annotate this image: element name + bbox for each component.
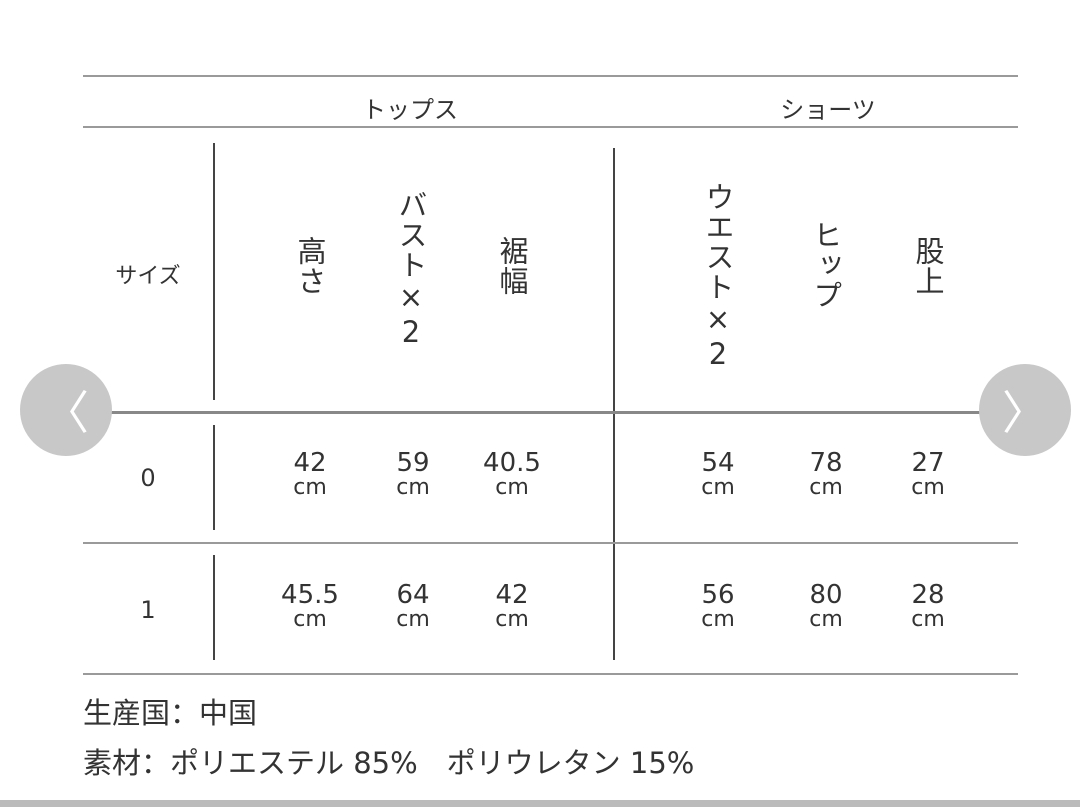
group-header-shorts: ショーツ [780,96,876,124]
cell-value: 59 [396,448,430,478]
cell-unit: cm [701,607,735,632]
material-text: 素材：ポリエステル 85% ポリウレタン 15% [83,746,695,780]
cell-unit: cm [396,607,430,632]
cell-unit: cm [911,475,945,500]
cell-unit: cm [809,475,843,500]
cell-value: 28 [911,580,945,610]
divider [83,673,1018,675]
table-cell: 28 cm [911,582,945,632]
table-cell: 54 cm [701,450,735,500]
row-size-label: 1 [140,596,156,624]
cell-value: 42 [293,448,327,478]
table-cell: 59 cm [396,450,430,500]
cell-value: 80 [809,580,843,610]
divider [213,555,215,660]
table-cell: 27 cm [911,450,945,500]
column-header-hip: ヒップ [809,220,843,310]
scrollbar-track [0,800,1080,807]
table-cell: 64 cm [396,582,430,632]
divider [213,143,215,400]
column-header-waist: ウエスト×2 [701,182,735,372]
table-cell: 42 cm [495,582,529,632]
chevron-left-icon: 〈 [43,386,89,440]
cell-value: 45.5 [281,580,339,610]
column-header-height: 高さ [293,236,327,296]
group-header-tops: トップス [362,96,458,124]
cell-unit: cm [495,475,529,500]
cell-value: 54 [701,448,735,478]
cell-unit: cm [396,475,430,500]
cell-unit: cm [495,607,529,632]
divider [613,148,615,660]
cell-unit: cm [293,475,327,500]
column-header-rise: 股上 [911,236,945,296]
table-cell: 40.5 cm [483,450,541,500]
table-cell: 80 cm [809,582,843,632]
cell-unit: cm [809,607,843,632]
origin-text: 生産国：中国 [83,696,258,730]
cell-unit: cm [911,607,945,632]
cell-value: 40.5 [483,448,541,478]
column-header-hem-width: 裾幅 [495,236,529,296]
cell-value: 42 [495,580,529,610]
carousel-prev-button[interactable]: 〈 [20,364,112,456]
divider [83,411,1020,414]
divider [83,126,1018,128]
cell-value: 64 [396,580,430,610]
divider [83,542,1018,544]
cell-unit: cm [701,475,735,500]
cell-value: 78 [809,448,843,478]
table-cell: 56 cm [701,582,735,632]
size-header: サイズ [115,264,181,289]
table-cell: 78 cm [809,450,843,500]
carousel-next-button[interactable]: 〉 [979,364,1071,456]
row-size-label: 0 [140,464,156,492]
divider [213,425,215,530]
cell-unit: cm [293,607,327,632]
table-cell: 42 cm [293,450,327,500]
divider [83,75,1018,77]
table-cell: 45.5 cm [281,582,339,632]
column-header-bust: バスト×2 [394,190,428,350]
chevron-right-icon: 〉 [1002,386,1048,440]
cell-value: 56 [701,580,735,610]
cell-value: 27 [911,448,945,478]
